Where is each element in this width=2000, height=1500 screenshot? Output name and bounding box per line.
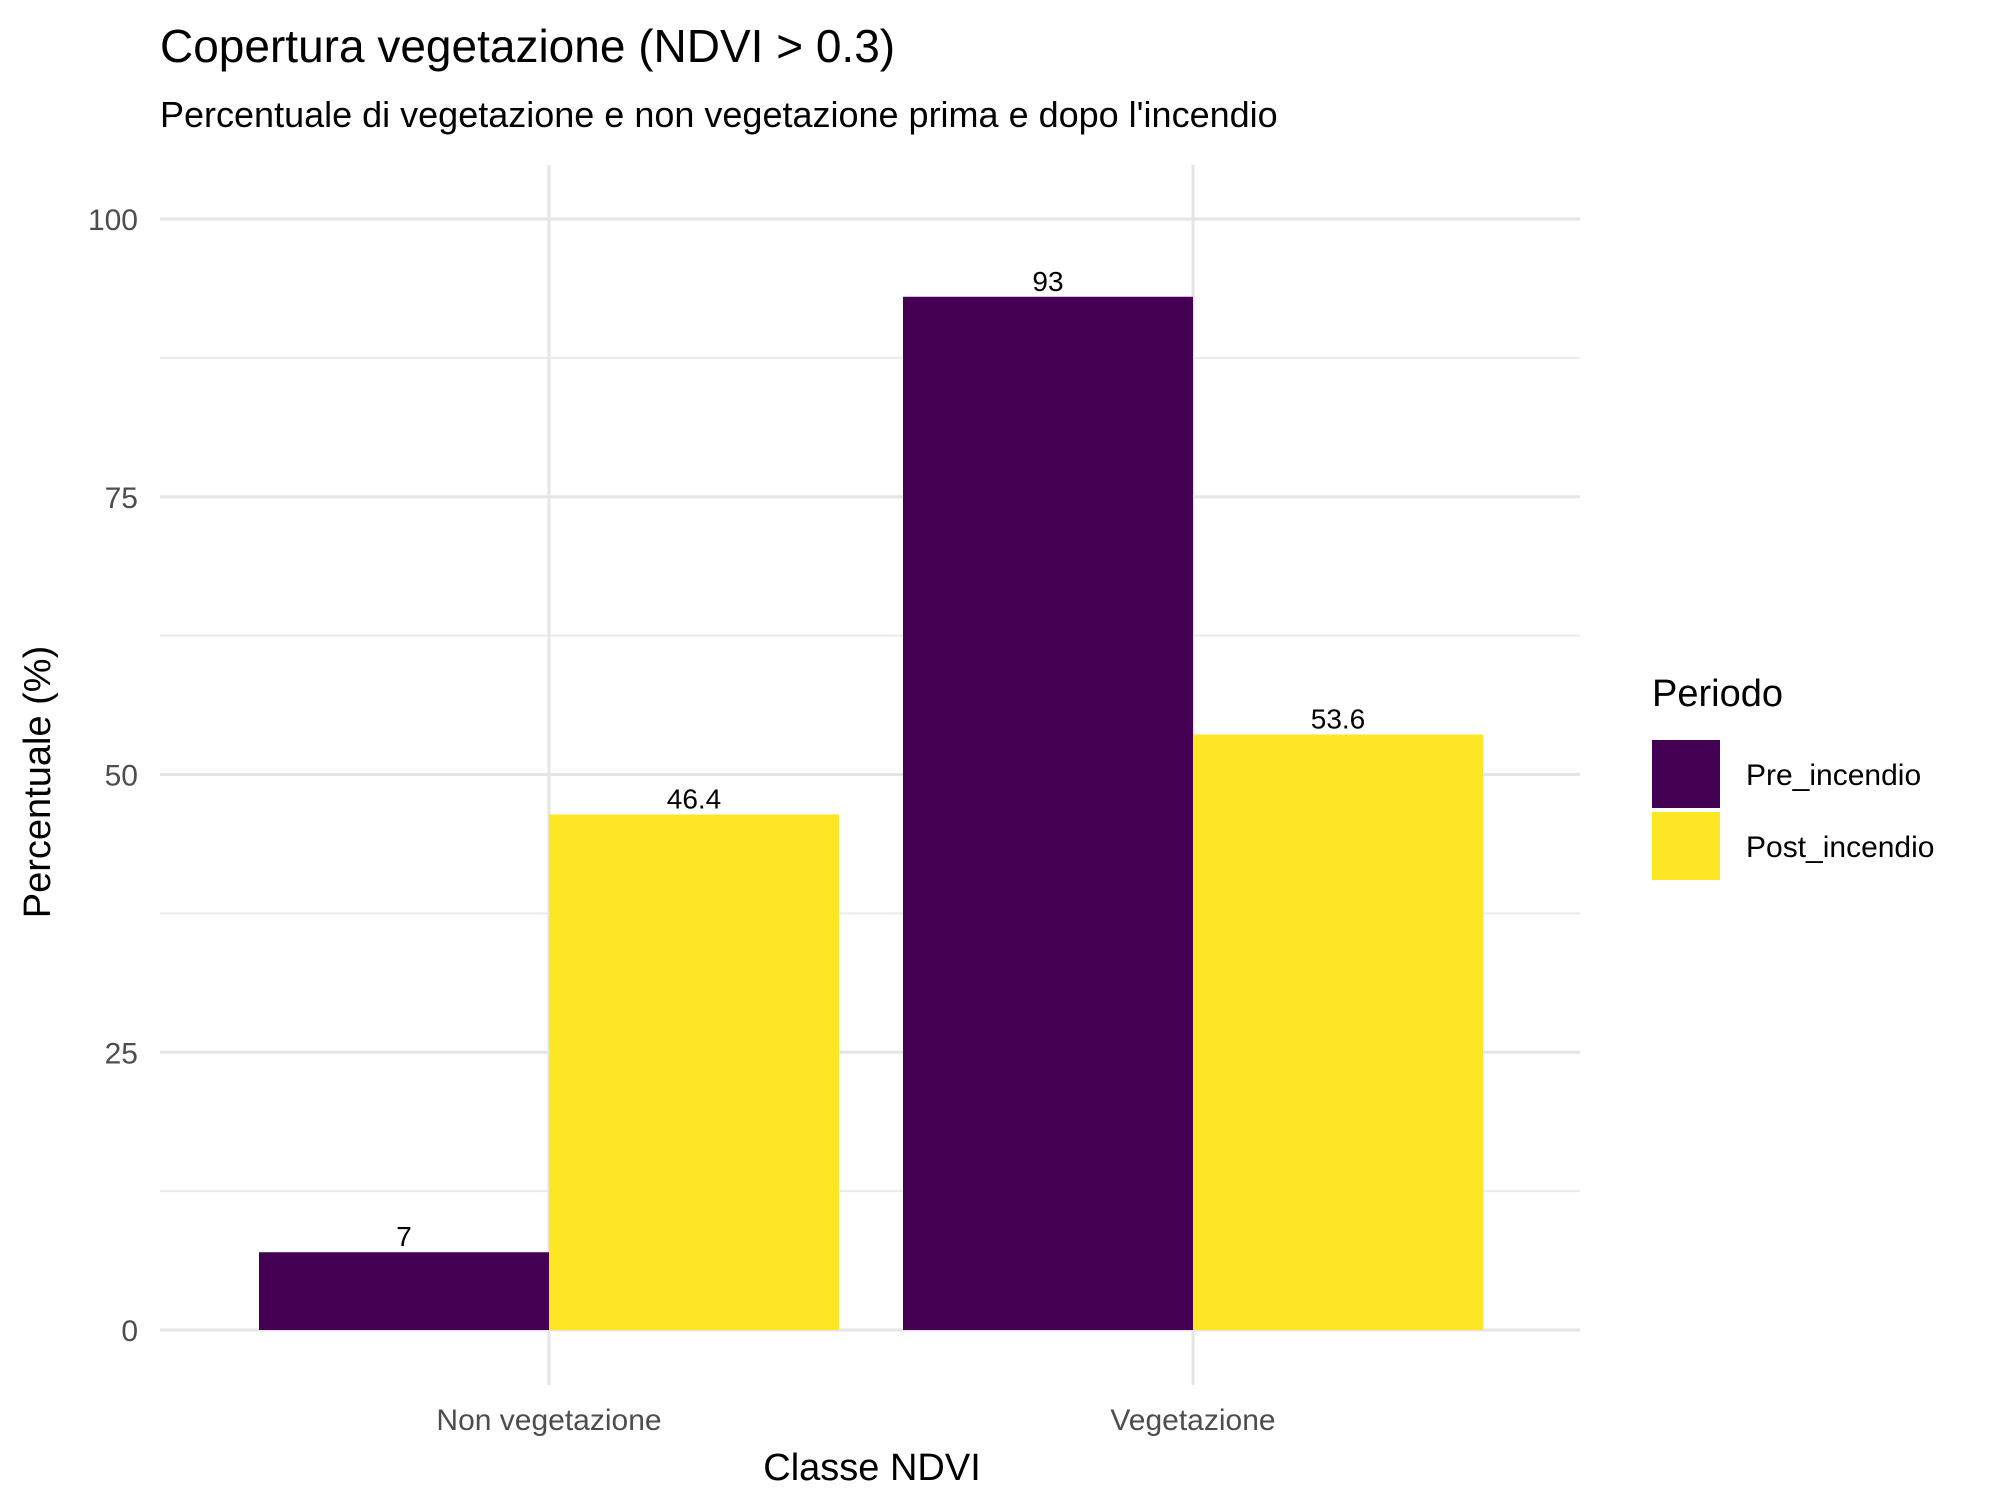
x-tick-label: Vegetazione [1110, 1404, 1275, 1437]
x-tick-label: Non vegetazione [436, 1404, 661, 1437]
legend-title: Periodo [1652, 673, 1783, 715]
x-axis-ticks: Non vegetazione Vegetazione [436, 1404, 1275, 1437]
legend-swatch [1652, 740, 1720, 808]
bar [259, 1252, 549, 1330]
legend: Periodo Pre_incendio Post_incendio [1652, 673, 1934, 880]
bars [259, 296, 1483, 1330]
x-axis-title: Classe NDVI [763, 1447, 981, 1489]
bar [549, 814, 839, 1330]
bar-value-label: 46.4 [667, 783, 722, 814]
y-tick-label: 0 [121, 1315, 138, 1348]
bar [903, 296, 1193, 1330]
y-axis-ticks: 0 25 50 75 100 [88, 204, 138, 1348]
bar-value-label: 7 [396, 1221, 412, 1252]
bar-value-label: 53.6 [1311, 704, 1366, 735]
y-tick-label: 50 [105, 760, 138, 793]
y-tick-label: 100 [88, 204, 138, 237]
legend-label: Post_incendio [1746, 831, 1934, 864]
bar [1193, 734, 1483, 1330]
chart-subtitle: Percentuale di vegetazione e non vegetaz… [160, 94, 1278, 135]
y-axis-title: Percentuale (%) [17, 646, 59, 918]
y-tick-label: 75 [105, 482, 138, 515]
legend-label: Pre_incendio [1746, 759, 1921, 792]
bar-value-label: 93 [1032, 266, 1063, 297]
legend-swatch [1652, 812, 1720, 880]
chart-title: Copertura vegetazione (NDVI > 0.3) [160, 20, 895, 72]
data-labels: 7 46.4 93 53.6 [396, 266, 1365, 1252]
y-tick-label: 25 [105, 1037, 138, 1070]
